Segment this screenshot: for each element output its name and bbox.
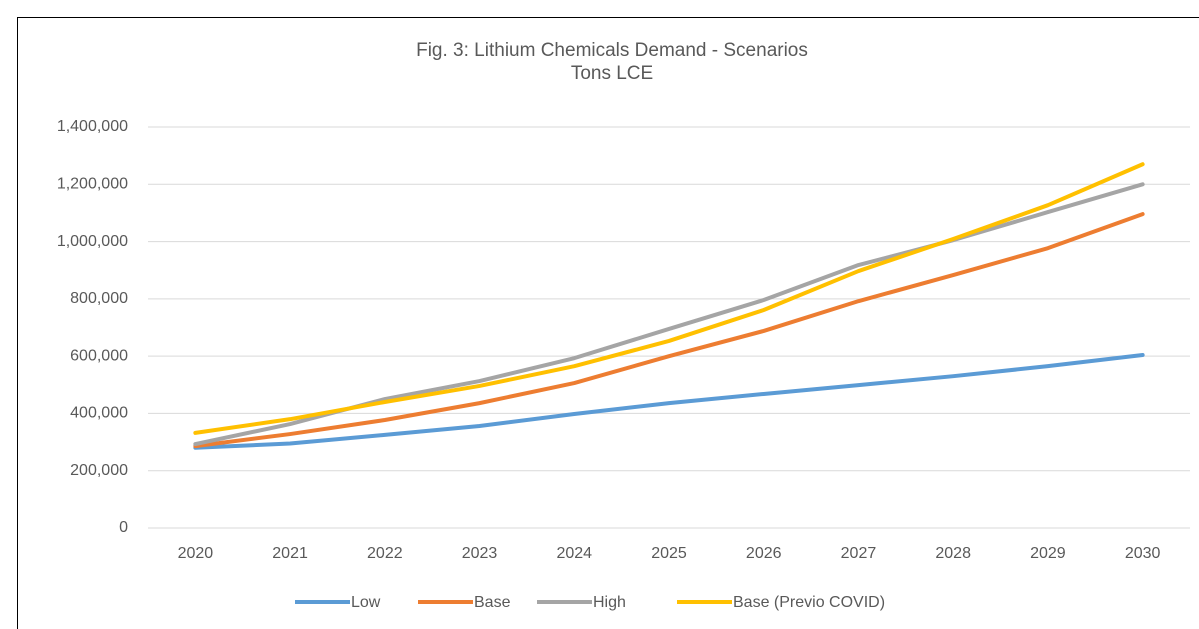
x-tick-label: 2023	[462, 545, 498, 562]
x-tick-label: 2028	[935, 545, 971, 562]
series-line	[193, 162, 1145, 435]
x-tick-label: 2024	[556, 545, 592, 562]
chart-title: Fig. 3: Lithium Chemicals Demand - Scena…	[416, 40, 808, 61]
legend-label: High	[593, 594, 626, 611]
chart-frame	[17, 17, 1199, 629]
y-tick-label: 400,000	[70, 405, 128, 422]
x-tick-label: 2026	[746, 545, 782, 562]
x-tick-label: 2025	[651, 545, 687, 562]
x-tick-label: 2021	[272, 545, 308, 562]
y-tick-label: 800,000	[70, 290, 128, 307]
x-tick-label: 2027	[841, 545, 877, 562]
y-tick-label: 1,000,000	[57, 233, 128, 250]
series-line	[193, 352, 1145, 450]
y-tick-label: 0	[119, 519, 128, 536]
x-tick-label: 2029	[1030, 545, 1066, 562]
x-tick-label: 2030	[1125, 545, 1161, 562]
x-tick-label: 2022	[367, 545, 403, 562]
series-line	[193, 212, 1145, 449]
y-tick-label: 600,000	[70, 347, 128, 364]
chart-subtitle: Tons LCE	[571, 63, 653, 84]
y-tick-label: 1,400,000	[57, 118, 128, 135]
y-tick-label: 200,000	[70, 462, 128, 479]
legend-label: Base (Previo COVID)	[733, 594, 885, 611]
x-tick-label: 2020	[178, 545, 214, 562]
y-tick-label: 1,200,000	[57, 176, 128, 193]
legend-label: Base	[474, 594, 511, 611]
legend-label: Low	[351, 594, 381, 611]
